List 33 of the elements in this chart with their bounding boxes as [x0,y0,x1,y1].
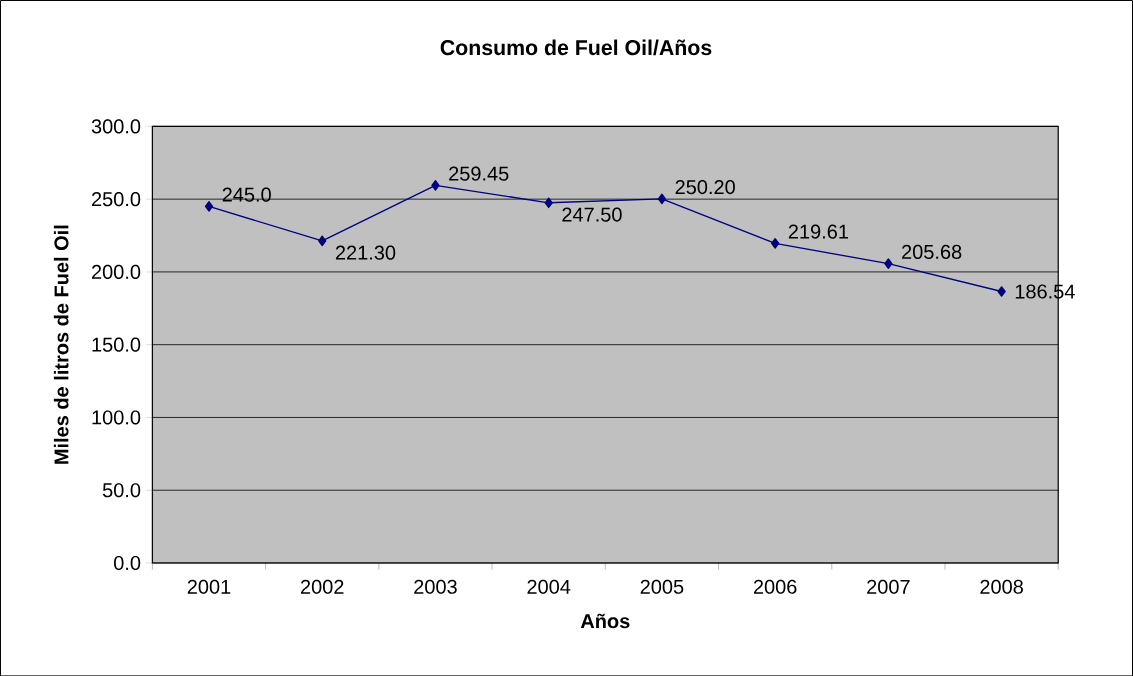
y-tick-label: 0.0 [114,555,141,570]
x-axis-title: Años [580,613,630,629]
point [884,258,893,269]
x-tick-label: 2006 [753,579,797,594]
x-tick-label: 2008 [980,579,1023,594]
point [431,179,440,191]
point [544,197,553,208]
point [204,200,214,212]
x-tick-label: 2003 [414,579,457,594]
data-label: 250.20 [675,179,735,194]
data-label: 245.0 [222,187,271,202]
data-label: 221.30 [335,245,396,260]
point [318,235,327,247]
point [997,285,1006,297]
data-label: 259.45 [449,166,509,181]
y-tick-label: 150.0 [92,337,141,352]
data-label: 205.68 [902,244,962,259]
y-tick-label: 250.0 [92,191,141,207]
x-tick-label: 2002 [301,579,344,594]
y-axis-title: Miles de litros de Fuel Oil [53,225,69,464]
point [657,193,667,204]
x-tick-label: 2007 [867,579,910,594]
data-label: 219.61 [788,224,848,239]
y-tick-label: 50.0 [102,482,141,498]
y-tick-label: 100.0 [92,410,141,425]
data-label: 247.50 [562,207,622,222]
y-tick-label: 200.0 [92,264,141,279]
chart-title: Consumo de Fuel Oil/Años [440,39,712,56]
point [770,237,780,249]
x-tick-label: 2005 [640,579,684,594]
x-tick-label: 2001 [187,579,231,594]
y-tick-label: 300.0 [91,119,141,134]
x-tick-label: 2004 [527,579,571,594]
